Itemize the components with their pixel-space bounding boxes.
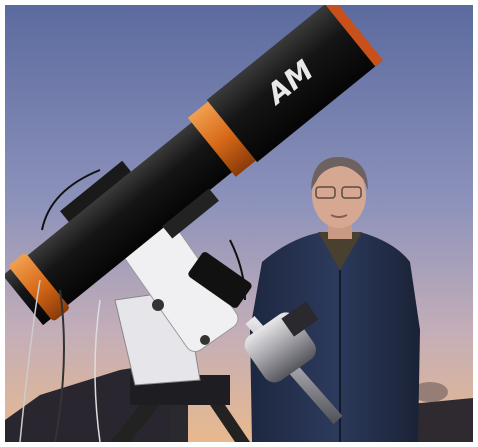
tripod-leg [170, 405, 188, 442]
knob [200, 335, 210, 345]
knob [152, 299, 164, 311]
photo: AM [0, 0, 478, 447]
